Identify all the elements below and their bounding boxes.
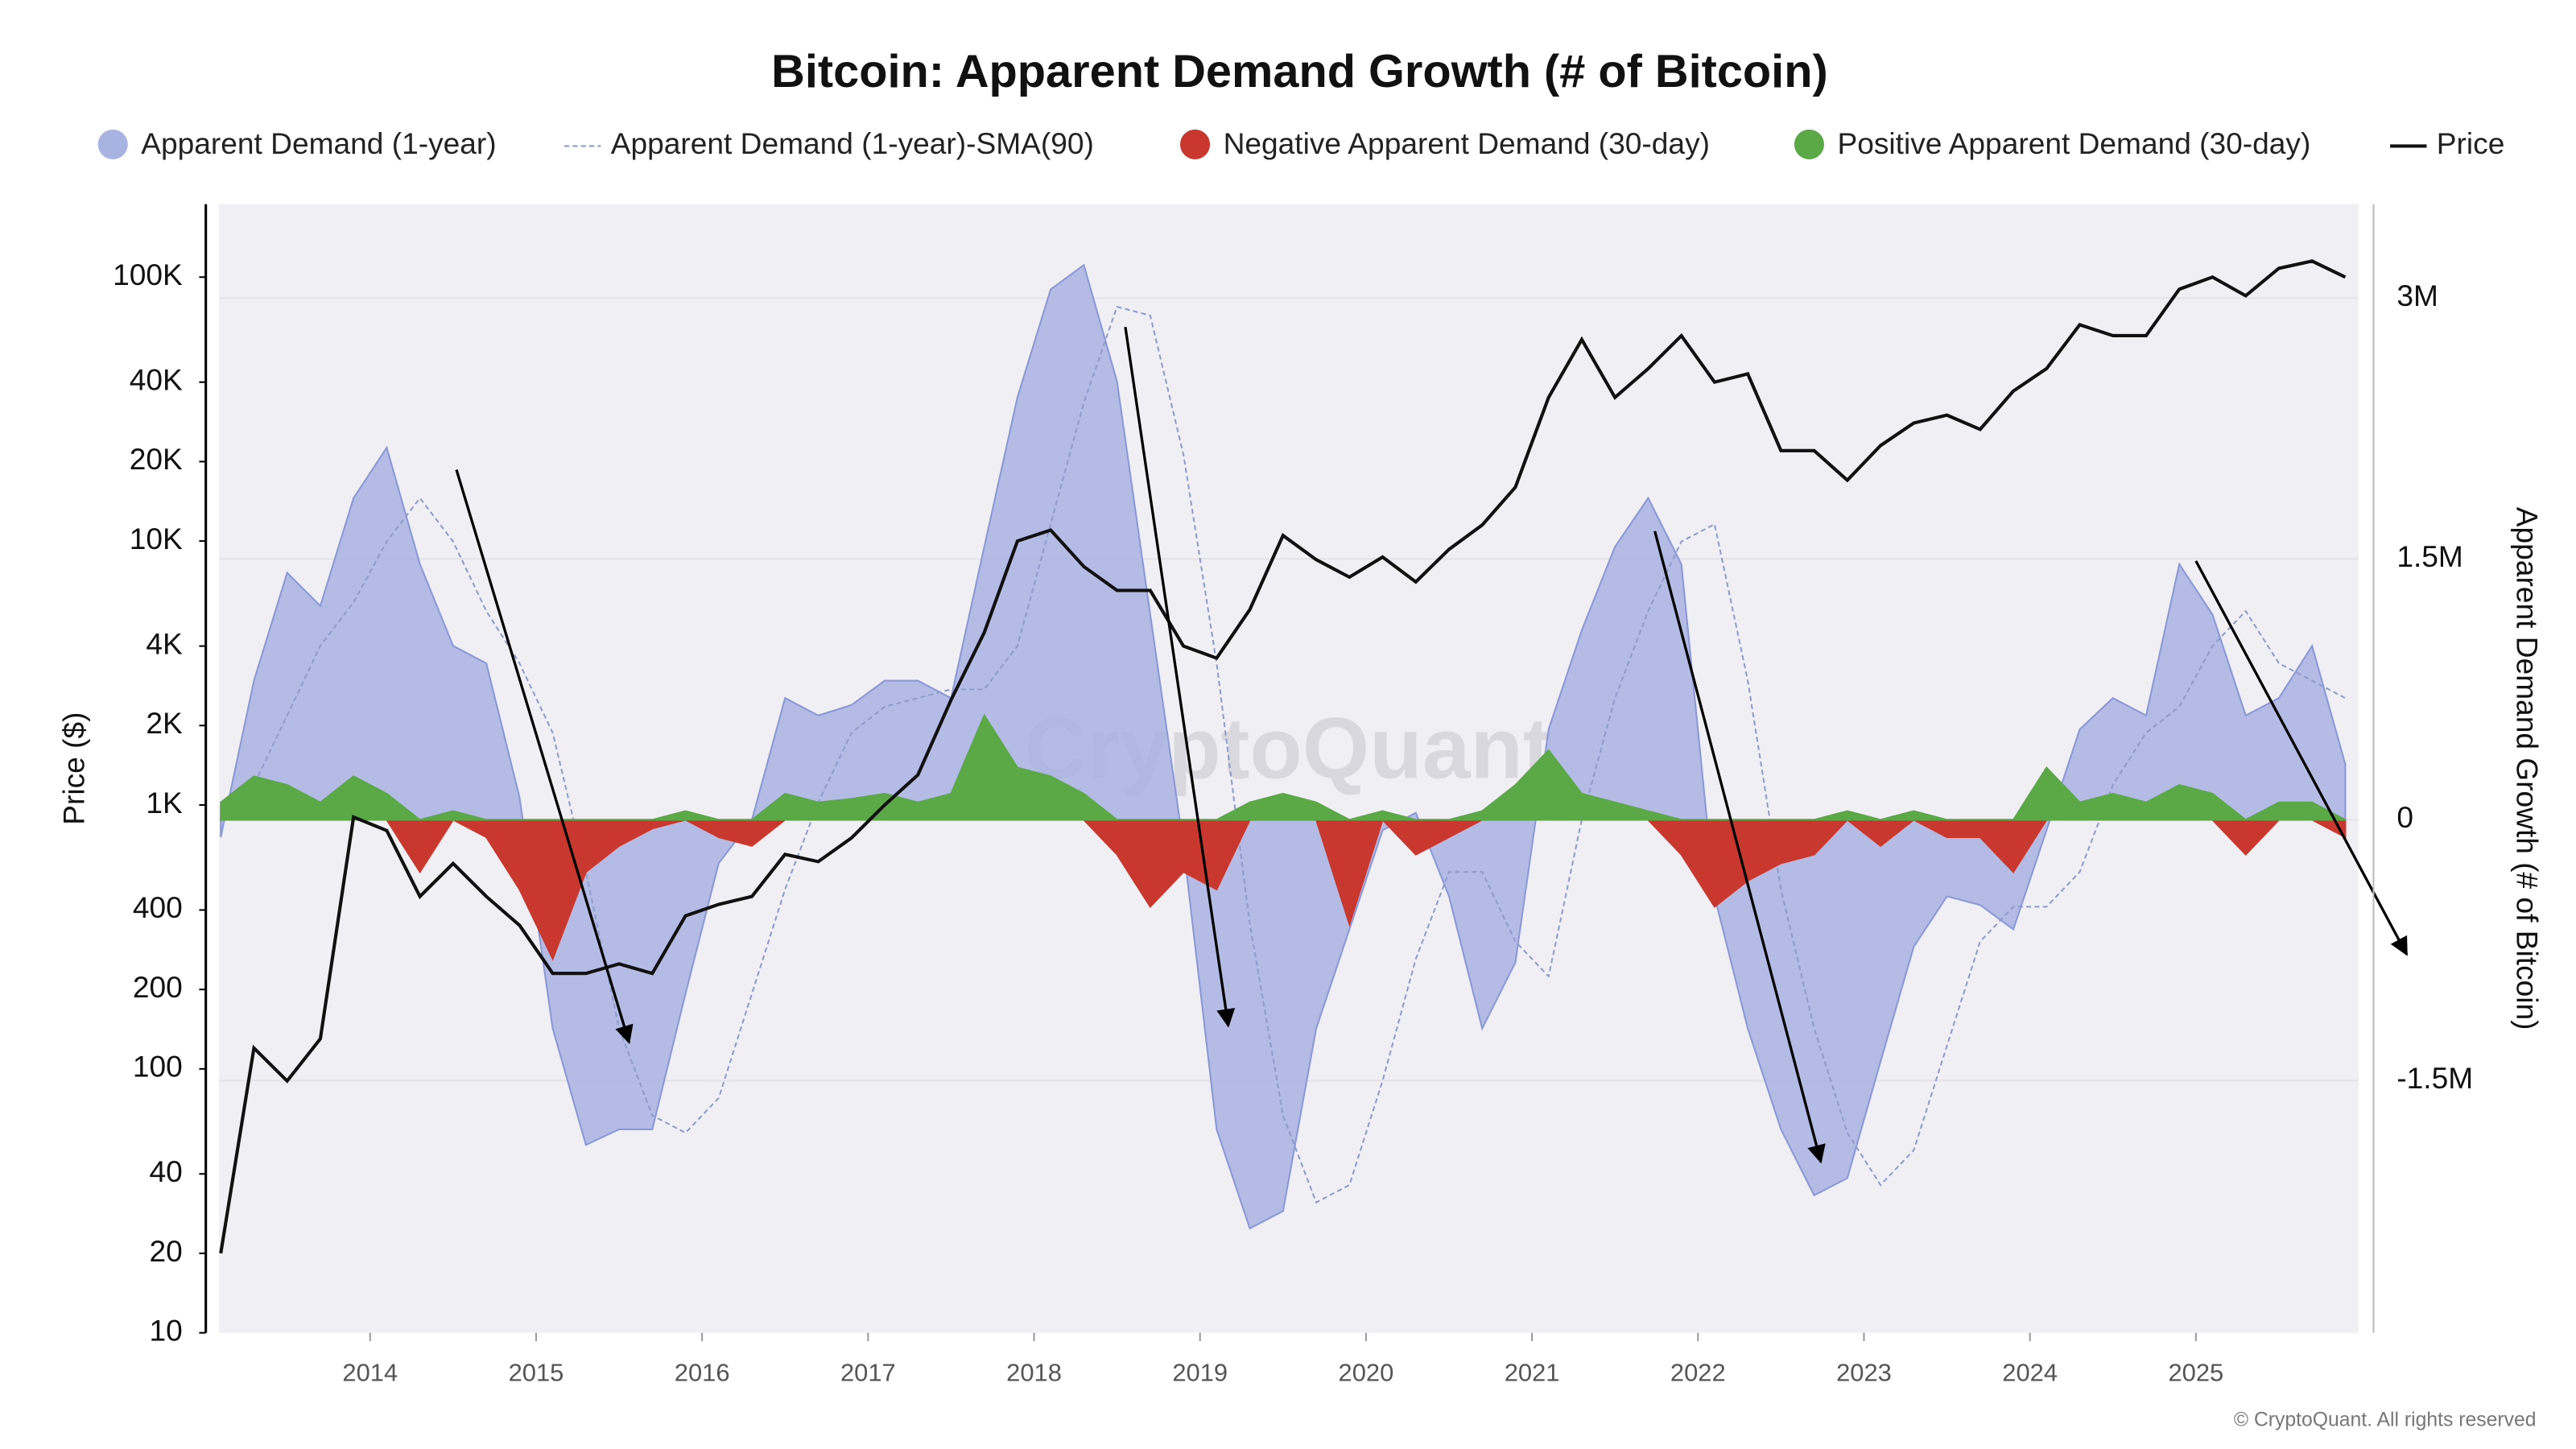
x-tick-label: 2025: [2168, 1358, 2223, 1386]
axes: 10 20 40 100 200 400 1K 2K 4K 10K 20K 40K 100K 3M 1.5M…: [113, 258, 2473, 1386]
x-tick-label: 2020: [1339, 1358, 1394, 1386]
x-tick-label: 2017: [840, 1358, 896, 1386]
marks: [219, 259, 2347, 1254]
legend-swatch: [1794, 129, 1824, 159]
y-tick-label: 400: [133, 890, 183, 924]
y2-tick-label: 3M: [2396, 279, 2438, 312]
y-tick-label: 2K: [146, 706, 183, 740]
y2-axis-title: Apparent Demand Growth (# of Bitcoin): [2510, 507, 2544, 1030]
x-tick-label: 2021: [1505, 1358, 1560, 1386]
legend-label: Apparent Demand (1-year)-SMA(90): [611, 126, 1094, 160]
x-tick-label: 2014: [342, 1358, 398, 1386]
y-tick-label: 20K: [130, 442, 183, 476]
legend-label: Positive Apparent Demand (30-day): [1837, 126, 2310, 160]
legend: Apparent Demand (1-year) Apparent Demand …: [97, 126, 2505, 160]
legend-swatch: [97, 129, 128, 159]
trend-arrow: [1653, 530, 1826, 1164]
legend-swatch: [1179, 129, 1211, 159]
x-tick-label: 2016: [675, 1358, 730, 1386]
x-tick-label: 2022: [1670, 1358, 1726, 1386]
y2-tick-label: 0: [2396, 800, 2413, 834]
y-tick-label: 100K: [113, 258, 183, 291]
arrows: [455, 326, 2409, 1164]
trend-arrow: [455, 469, 634, 1045]
chart-title: Bitcoin: Apparent Demand Growth (# of Bi…: [771, 46, 1828, 97]
y2-tick-label: -1.5M: [2396, 1061, 2473, 1095]
trend-arrow: [1124, 326, 1236, 1028]
y-tick-label: 1K: [146, 786, 183, 819]
y-tick-label: 4K: [146, 626, 183, 660]
footer: © CryptoQuant. All rights reserved: [2234, 1409, 2537, 1430]
y-tick-label: 200: [133, 970, 183, 1004]
legend-label: Negative Apparent Demand (30-day): [1224, 126, 1710, 160]
area: [220, 263, 2347, 1230]
x-tick-label: 2018: [1006, 1358, 1062, 1386]
area: [220, 713, 2347, 822]
legend-label: Price: [2437, 126, 2505, 160]
trend-arrow: [2194, 560, 2409, 956]
y-tick-label: 40: [150, 1154, 183, 1188]
y-tick-label: 40K: [130, 363, 183, 397]
y-tick-label: 10: [150, 1313, 183, 1347]
legend-label: Apparent Demand (1-year): [141, 126, 496, 160]
x-tick-label: 2015: [509, 1358, 564, 1386]
x-tick-label: 2019: [1172, 1358, 1228, 1386]
x-tick-label: 2024: [2002, 1358, 2058, 1386]
x-tick-label: 2023: [1836, 1358, 1892, 1386]
y-tick-label: 20: [150, 1234, 183, 1268]
y-axis-title: Price ($): [57, 712, 91, 825]
line: [219, 259, 2347, 1254]
y-tick-label: 100: [133, 1050, 183, 1084]
y-tick-label: 10K: [130, 522, 183, 555]
y2-tick-label: 1.5M: [2396, 539, 2463, 573]
